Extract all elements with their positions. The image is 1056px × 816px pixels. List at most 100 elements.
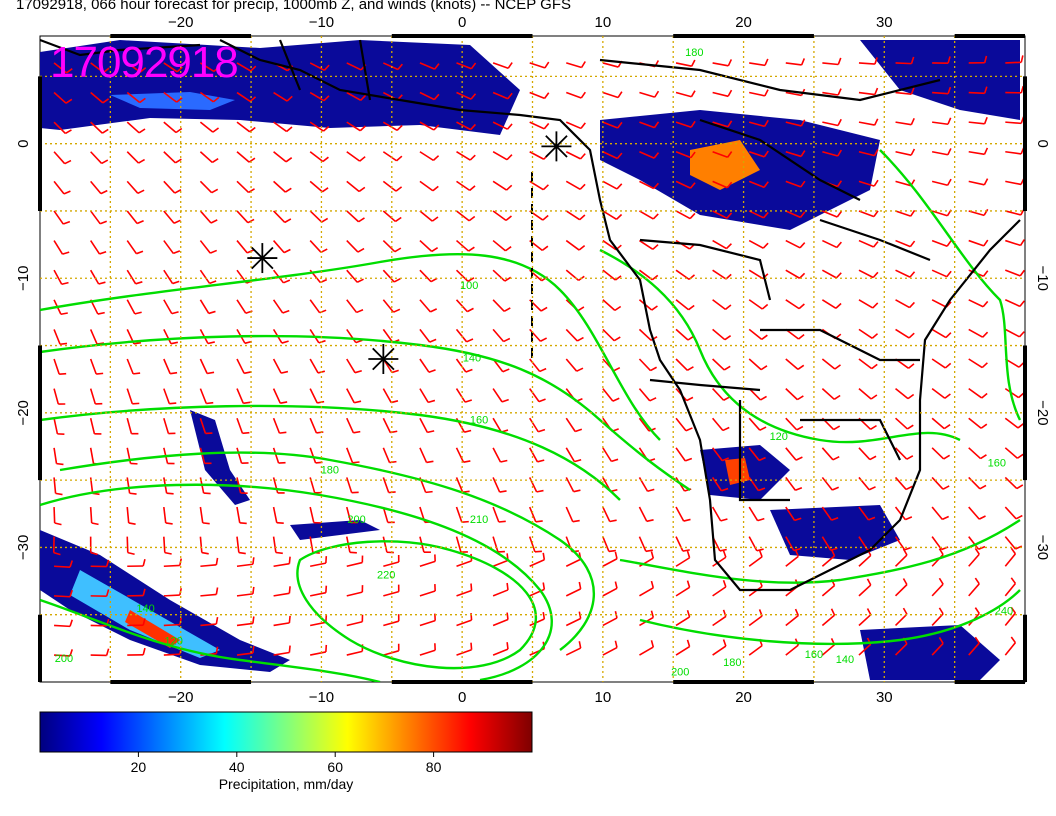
wind-barb-350 [1004,417,1025,429]
wind-barb-72 [712,120,733,128]
wind-barb-150 [602,210,623,221]
wind-barb-324 [53,418,65,436]
wind-barb-37 [419,91,440,101]
wind-barb-404 [1004,476,1024,490]
low-marker-2 [368,344,399,374]
wind-barb-103 [858,149,879,157]
wind-barb-545 [236,646,255,656]
wind-barb-542 [127,647,146,656]
wind-barb-25 [968,55,988,64]
wind-barb-57 [163,121,183,134]
wind-barb-482 [894,548,908,567]
wind-barb-557 [675,639,691,656]
wind-barb-167 [236,240,254,254]
wind-barb-275 [236,358,252,375]
wind-barb-120 [492,180,513,191]
contour-label-16: 160 [988,458,1006,470]
contour-africa-3 [639,589,1021,646]
colorbar-tick-label-3: 80 [426,759,442,775]
wind-barb-370 [748,447,766,462]
wind-barb-301 [199,388,214,405]
wind-barb-292 [858,358,878,370]
wind-barb-188 [1005,239,1025,247]
wind-barb-273 [163,358,178,375]
wind-barb-19 [749,58,769,67]
wind-barb-312 [602,388,620,402]
wind-barb-317 [785,388,804,401]
wind-barb-38 [456,91,477,100]
wind-barb-478 [748,549,763,567]
wind-barb-555 [602,640,618,656]
wind-barb-224 [346,299,364,314]
wind-barb-231 [602,299,622,312]
wind-barb-64 [419,121,440,131]
wind-barb-392 [565,477,581,493]
wind-barb-2 [126,62,147,73]
wind-barb-274 [199,358,215,375]
wind-barb-334 [419,417,435,434]
wind-barb-75 [822,118,842,127]
wind-barb-329 [236,417,250,435]
wind-barb-330 [272,417,287,434]
border-10 [358,39,372,101]
wind-barb-209 [785,269,806,279]
wind-barb-136 [90,210,108,225]
wind-barb-180 [712,239,732,250]
wind-barb-402 [931,476,950,490]
wind-barb-7 [309,62,330,72]
wind-barb-113 [236,180,255,194]
wind-barb-425 [785,506,802,522]
wind-barb-256 [529,328,548,342]
wind-barb-287 [675,358,694,371]
wind-barb-29 [126,91,146,104]
wind-barb-375 [931,447,951,460]
contour-east [879,149,1022,421]
wind-barb-366 [602,447,619,463]
wind-barb-500 [565,581,582,597]
wind-barb-547 [310,644,328,656]
wind-barb-411 [272,506,284,524]
contour-labels: 100 140 160 180 200 210 220 140 120 200 180 200 180 1… [55,47,1013,678]
contour-label-14: 140 [836,654,854,666]
wind-barb-235 [748,299,769,310]
lon-label-bottom-4: 20 [735,689,752,706]
contour-label-4: 200 [347,514,365,526]
wind-barb-257 [565,328,584,342]
wind-barb-523 [419,613,436,627]
wind-barb-151 [639,210,659,220]
lon-label-top-5: 30 [876,14,893,31]
contour-label-10: 180 [685,47,703,59]
contour-200 [40,483,553,682]
wind-barb-377 [1004,447,1024,459]
wind-barb-242 [1004,299,1025,308]
wind-barb-449 [675,536,690,552]
wind-barb-299 [126,388,140,405]
wind-barb-190 [89,269,106,285]
lat-label-right-1: −10 [1034,266,1051,291]
wind-barb-22 [858,57,878,65]
wind-barb-3 [163,62,183,73]
wind-barb-9 [383,62,403,71]
colorbar-label: Precipitation, mm/day [219,776,354,792]
wind-barb-437 [236,536,246,555]
wind-barb-469 [419,554,436,568]
wind-barb-410 [236,506,247,525]
contour-label-1: 140 [463,353,481,365]
wind-barb-484 [968,547,980,567]
wind-barb-189 [53,269,69,286]
lon-label-bottom-5: 30 [876,689,893,706]
wind-barb-512 [1004,577,1017,597]
wind-barb-530 [675,610,691,627]
map-axes: −20 −20 −10 −10 0 0 10 10 20 20 30 30 0 0 −10 −10 −20 −20… [15,14,1051,706]
wind-barb-137 [126,210,144,225]
wind-barb-487 [90,589,110,597]
wind-barb-533 [785,608,800,627]
wind-barb-251 [346,328,363,344]
wind-barb-343 [748,417,767,431]
wind-barb-82 [90,151,109,165]
wind-barb-187 [968,239,989,247]
wind-barb-465 [273,556,291,568]
wind-barb-192 [163,269,180,285]
wind-barb-476 [675,550,691,567]
